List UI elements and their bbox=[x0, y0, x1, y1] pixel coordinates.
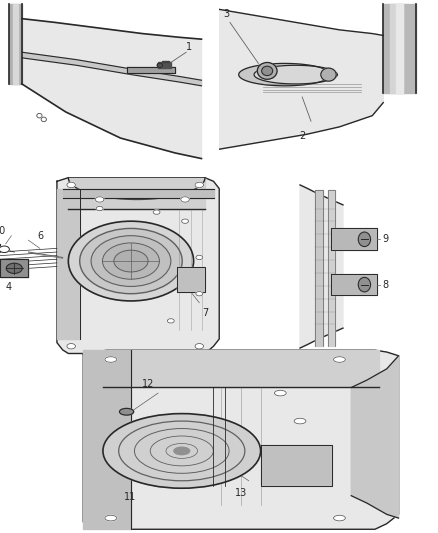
Polygon shape bbox=[68, 177, 205, 208]
Polygon shape bbox=[63, 189, 213, 198]
Circle shape bbox=[358, 277, 371, 292]
Circle shape bbox=[195, 182, 204, 188]
Polygon shape bbox=[261, 446, 332, 486]
Circle shape bbox=[274, 390, 286, 396]
Text: 12: 12 bbox=[142, 379, 154, 389]
Text: 11: 11 bbox=[124, 492, 137, 502]
Polygon shape bbox=[13, 4, 18, 84]
Circle shape bbox=[167, 319, 174, 323]
Circle shape bbox=[37, 114, 42, 118]
Circle shape bbox=[294, 418, 306, 424]
Circle shape bbox=[96, 206, 103, 211]
Polygon shape bbox=[396, 4, 403, 93]
Circle shape bbox=[358, 232, 371, 247]
Circle shape bbox=[0, 246, 9, 253]
Circle shape bbox=[157, 63, 162, 68]
Polygon shape bbox=[315, 190, 323, 346]
Circle shape bbox=[334, 357, 345, 362]
Text: 4: 4 bbox=[6, 282, 12, 292]
Polygon shape bbox=[328, 190, 336, 346]
Circle shape bbox=[67, 343, 75, 349]
Text: 6: 6 bbox=[37, 231, 43, 241]
Polygon shape bbox=[57, 177, 219, 353]
Polygon shape bbox=[331, 229, 377, 250]
Circle shape bbox=[153, 210, 160, 214]
Circle shape bbox=[195, 343, 204, 349]
Circle shape bbox=[103, 414, 261, 488]
Circle shape bbox=[257, 62, 277, 79]
Circle shape bbox=[41, 117, 46, 122]
Text: 13: 13 bbox=[235, 488, 247, 498]
Text: 7: 7 bbox=[202, 308, 208, 318]
Circle shape bbox=[181, 197, 189, 202]
Circle shape bbox=[120, 408, 134, 415]
Circle shape bbox=[68, 221, 194, 301]
Circle shape bbox=[334, 515, 345, 521]
Circle shape bbox=[321, 68, 336, 81]
Polygon shape bbox=[383, 4, 416, 93]
Circle shape bbox=[196, 292, 203, 296]
Polygon shape bbox=[254, 66, 337, 84]
Circle shape bbox=[95, 197, 104, 202]
Polygon shape bbox=[9, 4, 22, 84]
Circle shape bbox=[114, 250, 148, 272]
Polygon shape bbox=[22, 52, 201, 86]
Text: 1: 1 bbox=[186, 42, 192, 52]
Text: 9: 9 bbox=[383, 235, 389, 244]
Circle shape bbox=[80, 229, 182, 294]
Polygon shape bbox=[351, 356, 399, 518]
Polygon shape bbox=[390, 4, 403, 93]
Polygon shape bbox=[127, 67, 175, 73]
Polygon shape bbox=[219, 9, 383, 149]
Text: 2: 2 bbox=[299, 131, 305, 141]
Circle shape bbox=[91, 236, 171, 286]
Text: 8: 8 bbox=[383, 280, 389, 289]
Circle shape bbox=[182, 219, 188, 223]
Polygon shape bbox=[331, 274, 377, 295]
Polygon shape bbox=[239, 63, 331, 86]
Circle shape bbox=[261, 66, 272, 76]
Polygon shape bbox=[103, 350, 379, 387]
Circle shape bbox=[67, 182, 75, 188]
Circle shape bbox=[196, 255, 203, 260]
Circle shape bbox=[174, 447, 190, 455]
Circle shape bbox=[102, 243, 159, 279]
Circle shape bbox=[6, 263, 22, 273]
Polygon shape bbox=[0, 259, 28, 277]
Polygon shape bbox=[158, 62, 171, 68]
Polygon shape bbox=[22, 19, 201, 159]
Circle shape bbox=[105, 357, 117, 362]
Polygon shape bbox=[300, 185, 343, 348]
Text: 10: 10 bbox=[0, 226, 7, 236]
Polygon shape bbox=[57, 189, 80, 339]
Polygon shape bbox=[83, 350, 399, 529]
Text: 3: 3 bbox=[223, 9, 230, 19]
Polygon shape bbox=[177, 266, 205, 292]
Circle shape bbox=[314, 446, 326, 452]
Polygon shape bbox=[162, 61, 169, 62]
Polygon shape bbox=[83, 350, 131, 529]
Circle shape bbox=[105, 515, 117, 521]
